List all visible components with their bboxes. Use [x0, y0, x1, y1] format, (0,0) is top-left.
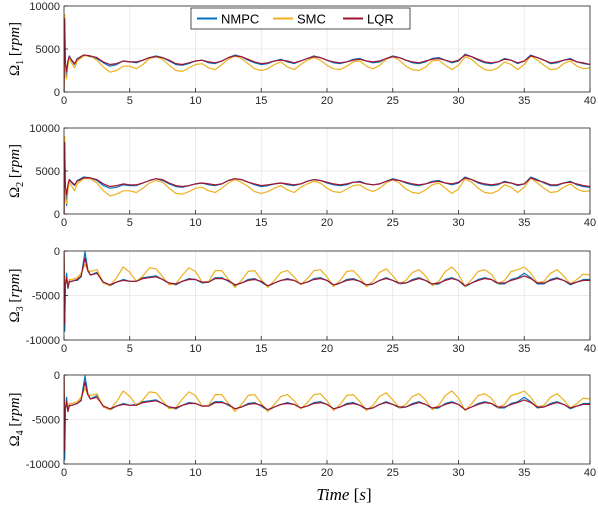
y-tick-label: -5000 — [32, 415, 60, 427]
y-tick-label: 0 — [54, 246, 60, 258]
x-tick-label: 40 — [584, 95, 596, 107]
series-group — [64, 251, 590, 332]
legend-item-nmpc: NMPC — [197, 12, 259, 27]
y-tick-label: -5000 — [32, 291, 60, 303]
y-tick-label: 5000 — [36, 166, 60, 178]
y-tick-label: -10000 — [26, 459, 60, 471]
subplot-4: 0 5 10 15 20 25 30 35 40 -10000 -5000 0 Ω4 [rpm] — [7, 370, 596, 479]
x-tick-label: 0 — [61, 217, 67, 229]
series-line-smc — [64, 375, 590, 443]
x-tick-label: 15 — [255, 95, 267, 107]
x-tick-label: 10 — [189, 217, 201, 229]
y-axis-label: Ω2 [rpm] — [7, 144, 26, 198]
x-tick-label: 15 — [255, 217, 267, 229]
legend-item-smc: SMC — [273, 12, 326, 27]
x-tick-label: 15 — [255, 467, 267, 479]
y-axis-label: Ω4 [rpm] — [7, 392, 26, 446]
series-group — [64, 14, 590, 92]
x-tick-label: 20 — [321, 467, 333, 479]
legend-item-lqr: LQR — [343, 12, 394, 27]
x-tick-label: 25 — [387, 467, 399, 479]
y-tick-label: 0 — [54, 87, 60, 99]
x-tick-label: 5 — [127, 95, 133, 107]
legend: NMPC SMC LQR — [190, 7, 411, 30]
series-group — [64, 136, 590, 214]
y-tick-label: 10000 — [29, 123, 60, 135]
x-tick-label: 35 — [518, 217, 530, 229]
x-tick-label: 5 — [127, 467, 133, 479]
y-tick-label: 5000 — [36, 44, 60, 56]
legend-box — [190, 7, 411, 30]
x-tick-label: 30 — [452, 95, 464, 107]
x-axis-label: Time [s] — [316, 485, 371, 504]
y-axis-label: Ω1 [rpm] — [7, 22, 26, 76]
series-line-lqr — [64, 142, 590, 214]
x-tick-label: 25 — [387, 343, 399, 355]
x-tick-label: 25 — [387, 95, 399, 107]
series-line-smc — [64, 251, 590, 319]
x-tick-label: 20 — [321, 343, 333, 355]
x-tick-label: 35 — [518, 343, 530, 355]
x-tick-label: 10 — [189, 467, 201, 479]
legend-label: NMPC — [221, 12, 259, 27]
legend-label: SMC — [297, 12, 326, 27]
x-tick-label: 20 — [321, 217, 333, 229]
series-line-lqr — [64, 251, 590, 325]
x-tick-label: 5 — [127, 343, 133, 355]
series-line-smc — [64, 14, 590, 92]
x-tick-label: 25 — [387, 217, 399, 229]
x-tick-label: 40 — [584, 467, 596, 479]
y-axis-label: Ω3 [rpm] — [7, 268, 26, 322]
series-line-lqr — [64, 18, 590, 92]
x-tick-label: 20 — [321, 95, 333, 107]
x-tick-label: 40 — [584, 343, 596, 355]
x-tick-label: 5 — [127, 217, 133, 229]
legend-label: LQR — [367, 12, 394, 27]
x-tick-label: 30 — [452, 217, 464, 229]
x-tick-label: 0 — [61, 467, 67, 479]
x-tick-label: 30 — [452, 343, 464, 355]
x-tick-label: 10 — [189, 343, 201, 355]
y-tick-label: 0 — [54, 209, 60, 221]
series-group — [64, 375, 590, 461]
x-tick-label: 15 — [255, 343, 267, 355]
x-tick-label: 30 — [452, 467, 464, 479]
y-tick-label: 10000 — [29, 1, 60, 13]
x-tick-label: 0 — [61, 95, 67, 107]
subplot-3: 0 5 10 15 20 25 30 35 40 -10000 -5000 0 Ω3 [rpm] — [7, 246, 596, 355]
series-line-smc — [64, 136, 590, 214]
x-tick-label: 10 — [189, 95, 201, 107]
x-tick-label: 0 — [61, 343, 67, 355]
x-tick-label: 40 — [584, 217, 596, 229]
x-tick-label: 35 — [518, 95, 530, 107]
y-tick-label: 0 — [54, 370, 60, 382]
x-tick-label: 35 — [518, 467, 530, 479]
y-tick-label: -10000 — [26, 335, 60, 347]
series-line-lqr — [64, 375, 590, 452]
